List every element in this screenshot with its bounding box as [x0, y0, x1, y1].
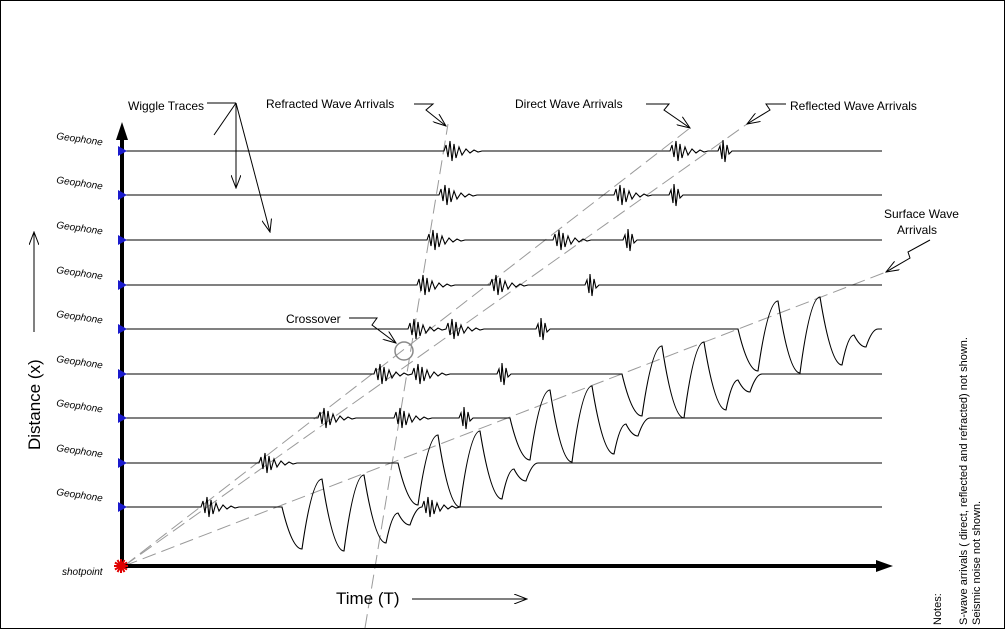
shotpoint-ray	[114, 561, 128, 571]
direct-arrivals-label: Direct Wave Arrivals	[515, 97, 623, 111]
geophone-label: Geophone	[56, 487, 104, 504]
geophone-label: Geophone	[56, 443, 104, 460]
crossover-label: Crossover	[286, 312, 341, 326]
geophone-label: Geophone	[56, 398, 104, 415]
reflected-arrivals-label: Reflected Wave Arrivals	[790, 99, 917, 113]
guide-line	[123, 127, 691, 567]
guide-line	[364, 123, 449, 629]
notes-line2: Seismic noise not shown.	[971, 501, 983, 625]
geophone-label: Geophone	[56, 354, 104, 371]
wiggle-trace	[124, 139, 882, 163]
wiggle-traces	[124, 139, 882, 552]
arrival-guide-lines	[123, 123, 887, 629]
crossover-circle	[394, 341, 414, 361]
geophone-icon	[118, 369, 127, 379]
wiggle-traces-label: Wiggle Traces	[128, 99, 204, 113]
distance-axis-arrowhead	[116, 122, 128, 140]
distance-axis-title: Distance (x)	[25, 359, 44, 450]
geophone-markers: Geophone Geophone Geophone Geophone Geophone…	[56, 131, 127, 512]
geophone-icon	[118, 146, 127, 156]
notes-line1: S-wave arrivals ( direct, reflected and …	[958, 337, 970, 625]
callout-leaders	[207, 102, 931, 343]
geophone-label: Geophone	[56, 265, 104, 282]
geophone-icon	[118, 324, 127, 334]
surface-wave-label-line2: Arrivals	[897, 223, 937, 237]
geophone-icon	[118, 235, 127, 245]
shotpoint-marker	[114, 559, 128, 573]
geophone-label: Geophone	[56, 220, 104, 237]
wiggle-trace	[124, 474, 882, 552]
geophone-icon	[118, 413, 127, 423]
geophone-icon	[118, 458, 127, 468]
geophone-label: Geophone	[56, 309, 104, 326]
geophone-icon	[118, 190, 127, 200]
wiggle-trace	[124, 430, 882, 508]
time-axis-title: Time (T)	[336, 589, 400, 608]
geophone-icon	[118, 280, 127, 290]
wiggle-trace	[124, 183, 882, 207]
geophone-label: Geophone	[56, 131, 104, 148]
notes-heading: Notes:	[932, 593, 944, 625]
wiggle-trace	[124, 341, 882, 419]
wiggle-trace	[124, 385, 882, 463]
refracted-arrivals-label: Refracted Wave Arrivals	[266, 97, 394, 111]
wiggle-trace	[124, 296, 882, 374]
guide-line	[123, 271, 887, 567]
shotpoint-label: shotpoint	[62, 567, 104, 578]
surface-wave-label-line1: Surface Wave	[884, 207, 959, 221]
geophone-icon	[118, 502, 127, 512]
time-axis-arrowhead	[876, 560, 893, 572]
guide-line	[123, 123, 748, 567]
wiggle-trace	[124, 273, 882, 297]
wiggle-trace	[124, 228, 882, 252]
geophone-label: Geophone	[56, 175, 104, 192]
